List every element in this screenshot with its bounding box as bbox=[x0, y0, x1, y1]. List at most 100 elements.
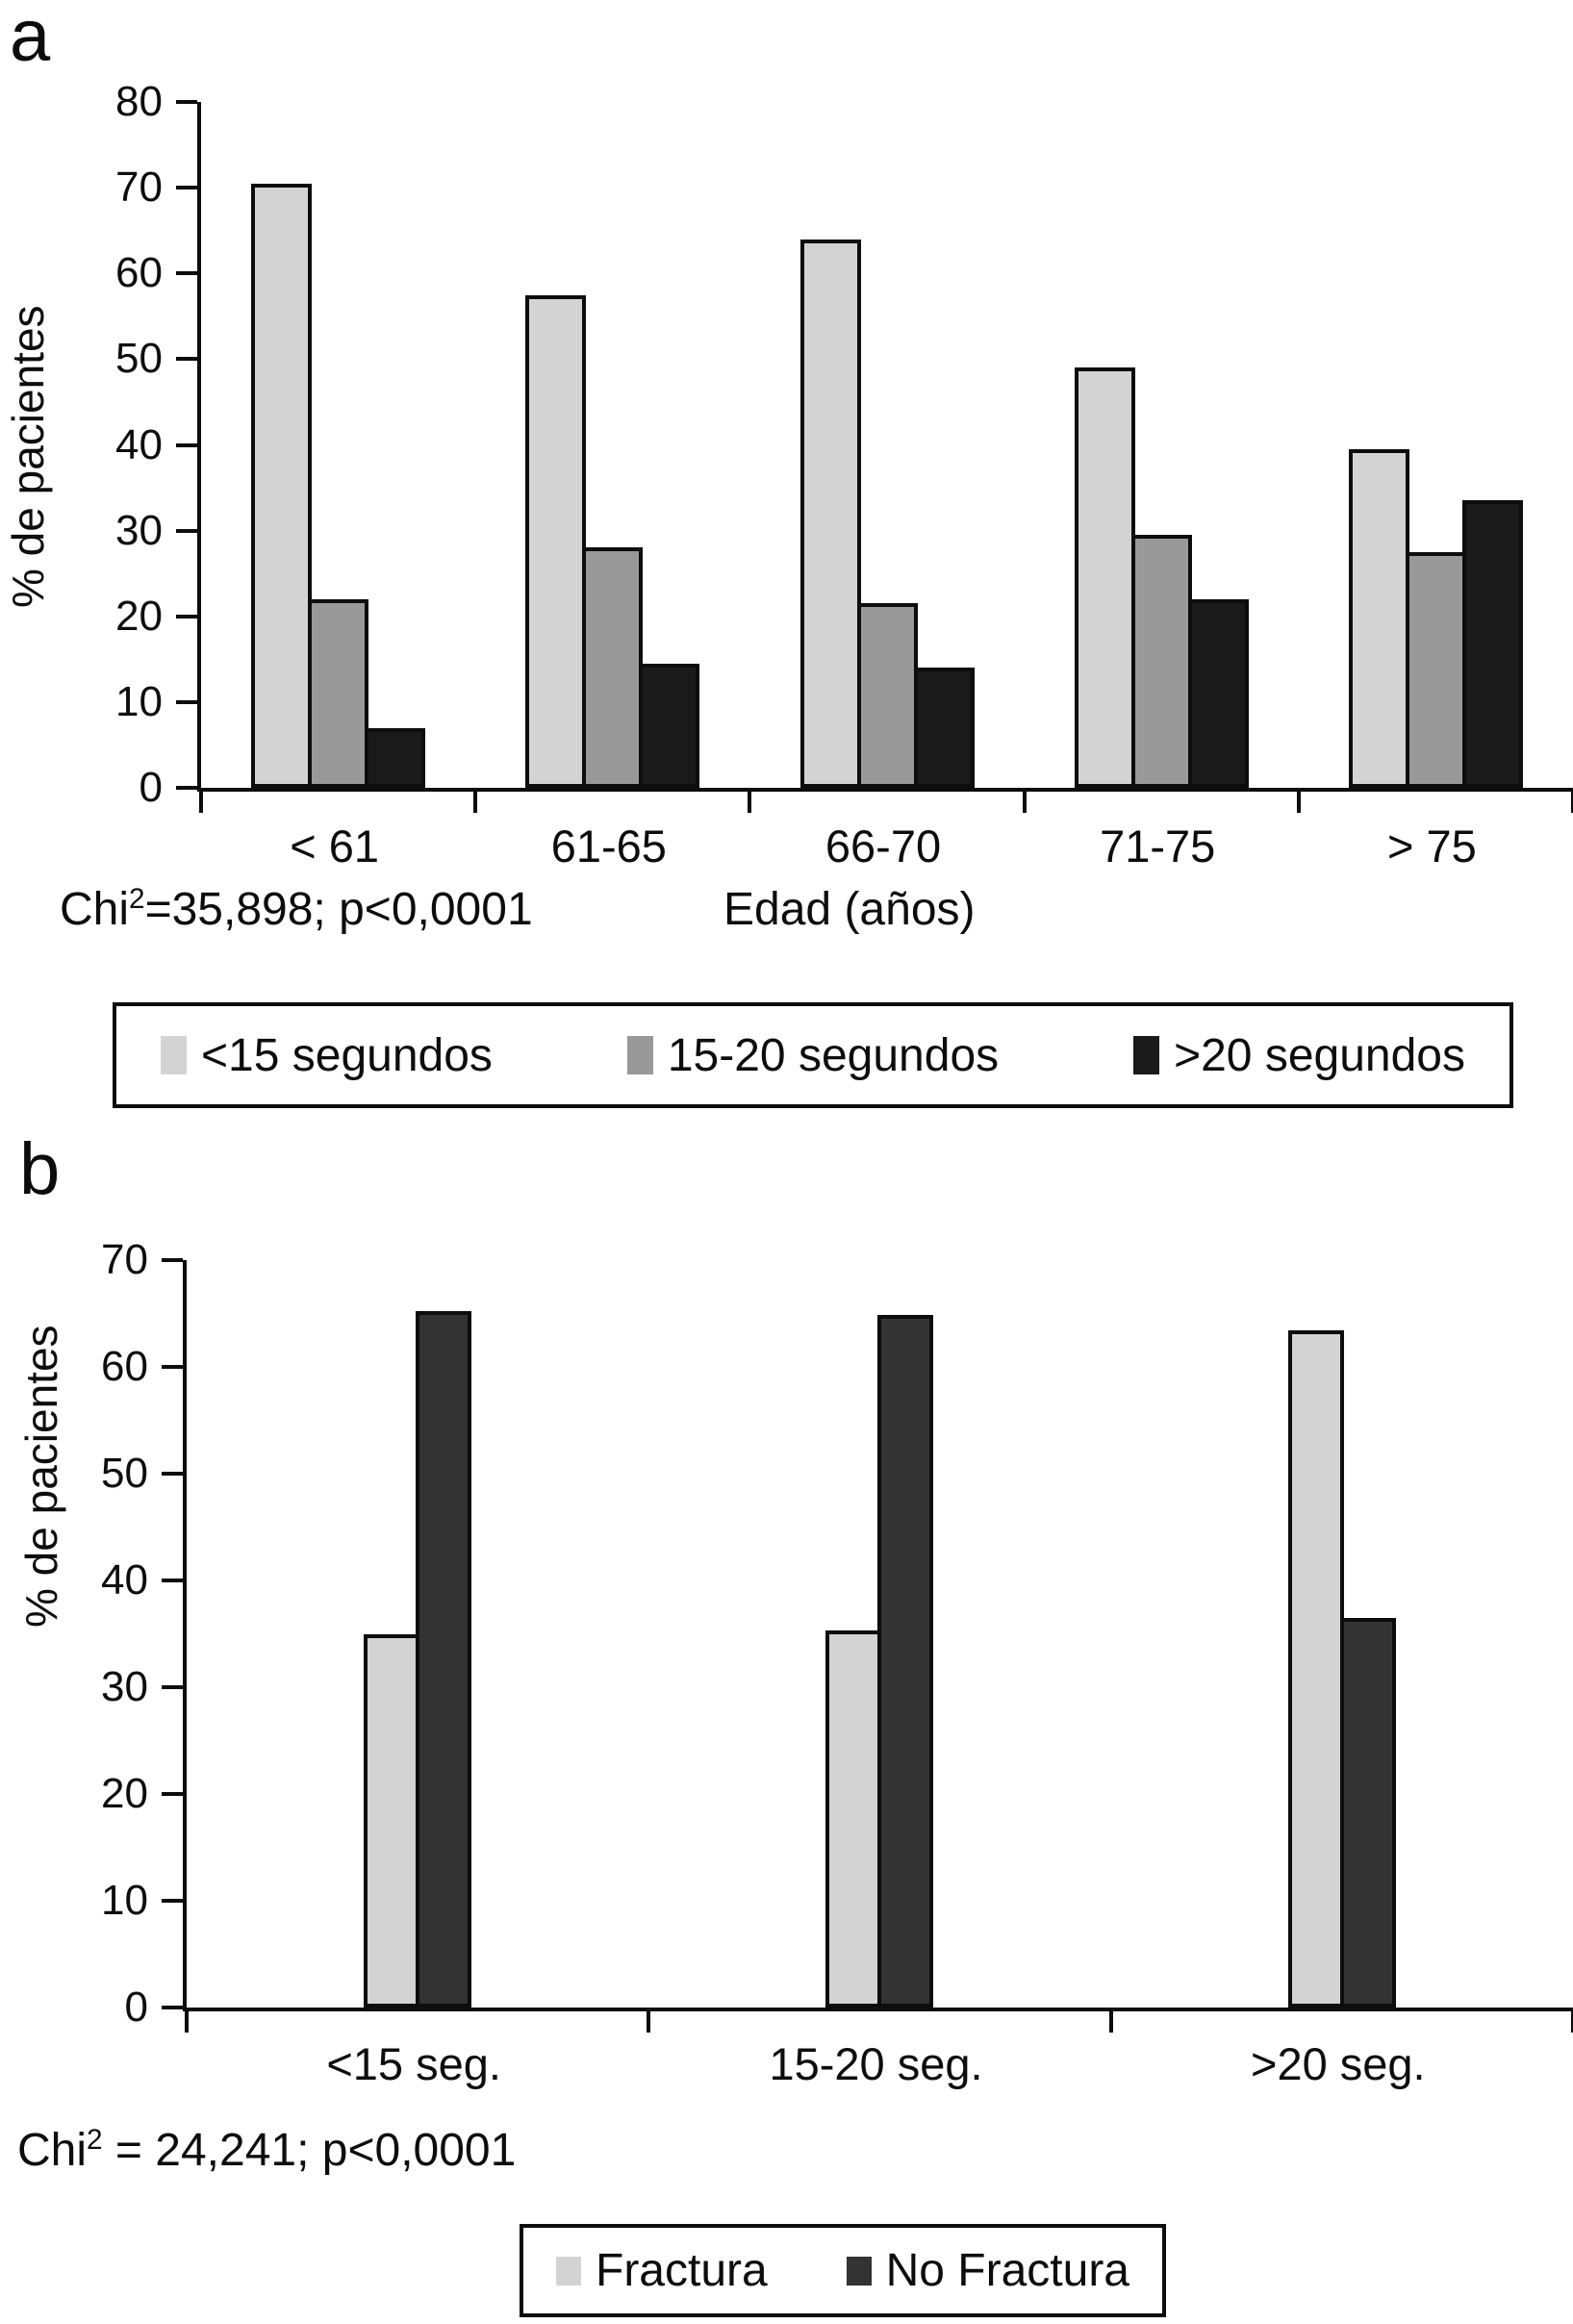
bar-15-20-segundos bbox=[1405, 551, 1466, 788]
legend-swatch bbox=[161, 1036, 187, 1074]
bar--15-segundos bbox=[1348, 448, 1409, 788]
x-tick-mark bbox=[199, 792, 203, 813]
y-tick-mark bbox=[176, 786, 197, 790]
y-tick-label: 60 bbox=[115, 249, 163, 297]
y-tick-label: 40 bbox=[101, 1556, 148, 1604]
bar--15-segundos bbox=[525, 294, 587, 788]
y-tick-label: 70 bbox=[101, 1236, 148, 1283]
y-tick-label: 0 bbox=[124, 1983, 148, 2031]
category-label: >20 seg. bbox=[1251, 2038, 1426, 2089]
bar-no-fractura bbox=[1339, 1617, 1396, 2008]
category-group bbox=[187, 1260, 648, 2008]
bar--20-segundos bbox=[639, 663, 700, 788]
y-tick-mark bbox=[176, 100, 197, 104]
panel-a-chi-squared-annotation: Chi2=35,898; p<0,0001 bbox=[60, 883, 533, 936]
y-tick-label: 40 bbox=[115, 420, 163, 468]
legend-swatch bbox=[1133, 1036, 1160, 1074]
category-label: < 61 bbox=[290, 821, 379, 872]
panel-b-plot-area: 0 10 20 30 40 50 60 70 bbox=[101, 1236, 1573, 2033]
panel-a-x-labels: < 61 61-65 66-70 71-75 > 75 bbox=[197, 820, 1569, 872]
y-tick-mark bbox=[162, 1684, 183, 1689]
x-tick-mark bbox=[473, 792, 478, 813]
y-tick-label: 60 bbox=[101, 1342, 148, 1390]
bar--20-segundos bbox=[365, 727, 426, 788]
x-tick-mark bbox=[1296, 792, 1301, 813]
y-tick-label: 20 bbox=[101, 1770, 148, 1817]
category-label: 15-20 seg. bbox=[769, 2038, 983, 2089]
bar-fractura bbox=[1287, 1330, 1344, 2008]
category-label: 61-65 bbox=[550, 821, 667, 872]
legend-item: Fractura bbox=[556, 2244, 768, 2297]
y-tick-mark bbox=[162, 1364, 183, 1369]
x-tick-mark bbox=[185, 2011, 189, 2033]
legend-swatch bbox=[846, 2256, 872, 2286]
y-tick-mark bbox=[176, 614, 197, 619]
panel-a-legend: <15 segundos 15-20 segundos >20 segundos bbox=[113, 1002, 1513, 1108]
y-tick-mark bbox=[162, 1471, 183, 1476]
panel-b-legend: Fractura No Fractura bbox=[520, 2224, 1166, 2317]
y-tick-mark bbox=[162, 1899, 183, 1903]
legend-label: 15-20 segundos bbox=[667, 1029, 1000, 1081]
category-group bbox=[475, 102, 749, 788]
bar-15-20-segundos bbox=[1130, 535, 1192, 788]
category-group bbox=[1111, 1260, 1573, 2008]
bar-15-20-segundos bbox=[582, 547, 644, 788]
y-tick-label: 30 bbox=[101, 1662, 148, 1710]
bar-15-20-segundos bbox=[308, 598, 369, 788]
panel-b-x-labels: <15 seg. 15-20 seg. >20 seg. bbox=[183, 2037, 1569, 2090]
legend-label: <15 segundos bbox=[201, 1029, 493, 1081]
bar-15-20-segundos bbox=[856, 603, 918, 788]
y-tick-label: 20 bbox=[115, 592, 163, 640]
bar--15-segundos bbox=[799, 239, 861, 788]
legend-item: <15 segundos bbox=[161, 1029, 493, 1082]
bar--15-segundos bbox=[251, 183, 313, 788]
bar-no-fractura bbox=[416, 1311, 472, 2008]
legend-item: No Fractura bbox=[846, 2244, 1129, 2297]
legend-swatch bbox=[626, 1036, 653, 1074]
category-group bbox=[1025, 102, 1299, 788]
y-tick-label: 10 bbox=[101, 1877, 148, 1924]
bar-no-fractura bbox=[877, 1314, 934, 2008]
chi-rest: = 24,241; p<0,0001 bbox=[102, 2125, 517, 2176]
bar--20-segundos bbox=[913, 668, 975, 788]
category-group bbox=[201, 102, 475, 788]
bar--20-segundos bbox=[1461, 500, 1523, 788]
y-tick-label: 70 bbox=[115, 164, 163, 212]
category-label: <15 seg. bbox=[326, 2038, 501, 2089]
x-tick-mark bbox=[647, 2011, 651, 2033]
legend-swatch bbox=[556, 2256, 581, 2286]
x-tick-mark bbox=[1571, 792, 1573, 813]
chi-rest: =35,898; p<0,0001 bbox=[144, 884, 533, 935]
y-tick-mark bbox=[162, 2006, 183, 2009]
y-tick-mark bbox=[162, 1792, 183, 1796]
panel-a-label: a bbox=[10, 0, 51, 77]
y-tick-mark bbox=[176, 271, 197, 276]
legend-item: >20 segundos bbox=[1133, 1029, 1465, 1082]
panel-b-chi-squared-annotation: Chi2 = 24,241; p<0,0001 bbox=[17, 2124, 516, 2177]
category-group bbox=[648, 1260, 1110, 2008]
y-tick-mark bbox=[176, 528, 197, 533]
x-tick-mark bbox=[1571, 2011, 1573, 2033]
y-tick-label: 50 bbox=[101, 1449, 148, 1497]
y-tick-mark bbox=[162, 1258, 183, 1262]
category-group bbox=[1299, 102, 1573, 788]
chi-base: Chi bbox=[60, 884, 130, 935]
y-tick-mark bbox=[176, 699, 197, 704]
y-tick-label: 80 bbox=[115, 78, 163, 125]
panel-a-y-axis: 0 10 20 30 40 50 60 70 80 bbox=[115, 78, 1573, 811]
y-tick-mark bbox=[176, 442, 197, 447]
category-label: 66-70 bbox=[825, 821, 942, 872]
y-tick-label: 0 bbox=[139, 764, 163, 811]
legend-label: Fractura bbox=[596, 2245, 768, 2296]
y-tick-label: 10 bbox=[115, 677, 163, 725]
y-tick-mark bbox=[176, 357, 197, 362]
y-tick-label: 50 bbox=[115, 335, 163, 383]
y-tick-mark bbox=[162, 1579, 183, 1582]
y-tick-label: 30 bbox=[115, 506, 163, 554]
chi-superscript: 2 bbox=[129, 883, 145, 915]
panel-a-x-axis-title: Edad (años) bbox=[723, 884, 976, 935]
bar--15-segundos bbox=[1074, 367, 1135, 788]
panel-b-y-axis: 0 10 20 30 40 50 60 70 bbox=[101, 1236, 1573, 2031]
bar-fractura bbox=[364, 1633, 420, 2008]
chi-superscript: 2 bbox=[87, 2124, 103, 2156]
